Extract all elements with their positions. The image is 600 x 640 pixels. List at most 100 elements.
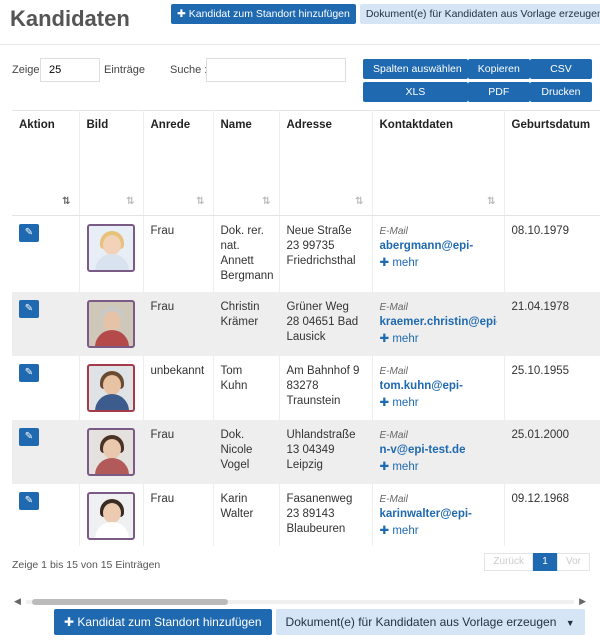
sort-icon: ⇅ (355, 196, 364, 207)
scroll-left-icon[interactable]: ◀ (14, 596, 21, 606)
image-cell (79, 420, 144, 484)
prev-page-button[interactable]: Zurück (484, 553, 533, 571)
column-header-name[interactable]: Name ⇅ (213, 110, 280, 216)
contact-cell: E-Mail n-v@epi-test.de ✚ mehr (372, 420, 505, 484)
bottom-actions: ✚ Kandidat zum Standort hinzufügen Dokum… (54, 609, 585, 635)
email-link[interactable]: karinwalter@epi-test.de (379, 508, 472, 520)
birthdate-cell: 25.10.1955 (504, 356, 600, 420)
pdf-button[interactable]: PDF (467, 82, 530, 102)
address-cell: Am Bahnhof 9 83278 Traunstein (279, 356, 373, 420)
csv-button[interactable]: CSV (529, 59, 592, 79)
page-1-button[interactable]: 1 (532, 553, 557, 571)
horizontal-scrollbar[interactable]: ◀ ▶ (14, 596, 586, 607)
edit-pencil-icon[interactable]: ✎ (19, 428, 39, 446)
birthdate-cell: 25.01.2000 (504, 420, 600, 484)
table-row: ✎ Frau Karin Walter Fasanenweg 23 89143 … (12, 484, 600, 546)
more-link[interactable]: ✚ mehr (379, 333, 419, 345)
scroll-thumb[interactable] (32, 599, 228, 605)
search-input[interactable] (206, 58, 346, 82)
image-cell (79, 215, 144, 292)
salutation-cell: unbekannt (143, 356, 214, 420)
salutation-cell: Frau (143, 484, 214, 546)
scroll-right-icon[interactable]: ▶ (579, 596, 586, 606)
generate-documents-dropdown-bottom[interactable]: Dokument(e) für Kandidaten aus Vorlage e… (275, 609, 585, 635)
edit-pencil-icon[interactable]: ✎ (19, 300, 39, 318)
salutation-cell: Frau (143, 292, 214, 356)
plus-icon: ✚ (64, 615, 75, 629)
action-cell: ✎ (12, 484, 80, 546)
address-cell: Neue Straße 23 99735 Friedrichsthal (279, 215, 373, 292)
header-divider (0, 44, 600, 45)
candidate-photo (86, 300, 135, 348)
table-body: ✎ Frau Dok. rer. nat. Annett Bergmann Ne… (12, 215, 600, 546)
image-cell (79, 356, 144, 420)
salutation-cell: Frau (143, 215, 214, 292)
plus-icon: ✚ (379, 333, 390, 345)
entries-label: Einträge (104, 64, 145, 76)
entries-per-page-input[interactable] (40, 58, 100, 82)
name-cell: Dok. rer. nat. Annett Bergmann (213, 215, 280, 292)
more-link[interactable]: ✚ mehr (379, 461, 419, 473)
table-row: ✎ unbekannt Tom Kuhn Am Bahnhof 9 83278 … (12, 356, 600, 420)
page-title: Kandidaten (10, 6, 130, 31)
print-button[interactable]: Drucken (529, 82, 592, 102)
email-link[interactable]: n-v@epi-test.de (379, 444, 466, 456)
column-header-action[interactable]: Aktion ⇅ (12, 110, 80, 216)
candidate-photo (86, 224, 135, 272)
action-cell: ✎ (12, 356, 80, 420)
edit-pencil-icon[interactable]: ✎ (19, 224, 39, 242)
search-label: Suche : (170, 64, 208, 76)
xls-button[interactable]: XLS (363, 82, 468, 102)
copy-button[interactable]: Kopieren (467, 59, 530, 79)
select-columns-button[interactable]: Spalten auswählen (363, 59, 468, 79)
contact-cell: E-Mail abergmann@epi-test.de ✚ mehr (372, 215, 505, 292)
table-row: ✎ Frau Christin Krämer Grüner Weg 28 046… (12, 292, 600, 356)
edit-pencil-icon[interactable]: ✎ (19, 492, 39, 510)
salutation-cell: Frau (143, 420, 214, 484)
top-actions: ✚ Kandidat zum Standort hinzufügen Dokum… (171, 4, 600, 24)
image-cell (79, 484, 144, 546)
email-link[interactable]: abergmann@epi-test.de (379, 240, 474, 252)
add-candidate-label: Kandidat zum Standort hinzufügen (77, 615, 262, 629)
plus-icon: ✚ (379, 397, 390, 409)
birthdate-cell: 08.10.1979 (504, 215, 600, 292)
contact-type-label: E-Mail (379, 302, 408, 313)
column-header-image[interactable]: Bild ⇅ (79, 110, 144, 216)
next-page-button[interactable]: Vor (556, 553, 590, 571)
email-link[interactable]: tom.kuhn@epi-test.de (379, 380, 463, 392)
action-cell: ✎ (12, 215, 80, 292)
contact-type-label: E-Mail (379, 226, 408, 237)
pagination: Zurück 1 Vor (484, 553, 590, 571)
scroll-track[interactable] (26, 600, 574, 604)
generate-documents-button-top[interactable]: Dokument(e) für Kandidaten aus Vorlage e… (359, 4, 600, 24)
export-buttons: Spalten auswählen Kopieren CSV XLS PDF D… (363, 59, 592, 102)
column-header-birthdate[interactable]: Geburtsdatum (504, 110, 600, 216)
email-link[interactable]: kraemer.christin@epi-test.de (379, 316, 497, 328)
address-cell: Grüner Weg 28 04651 Bad Lausick (279, 292, 373, 356)
generate-documents-label: Dokument(e) für Kandidaten aus Vorlage e… (285, 615, 557, 629)
edit-pencil-icon[interactable]: ✎ (19, 364, 39, 382)
birthdate-cell: 21.04.1978 (504, 292, 600, 356)
column-header-salutation[interactable]: Anrede ⇅ (143, 110, 214, 216)
candidate-photo (86, 428, 135, 476)
column-header-address[interactable]: Adresse ⇅ (279, 110, 373, 216)
table-header-row: Aktion ⇅ Bild ⇅ Anrede ⇅ Name ⇅ Adresse ⇅ Kon… (12, 110, 600, 216)
column-header-contact[interactable]: Kontaktdaten ⇅ (372, 110, 505, 216)
contact-cell: E-Mail karinwalter@epi-test.de ✚ mehr (372, 484, 505, 546)
caret-down-icon: ▼ (565, 618, 575, 628)
sort-asc-icon: ⇅ (62, 196, 71, 207)
show-label: Zeige (12, 64, 40, 76)
name-cell: Dok. Nicole Vogel (213, 420, 280, 484)
name-cell: Christin Krämer (213, 292, 280, 356)
more-link[interactable]: ✚ mehr (379, 525, 419, 537)
add-candidate-button-top[interactable]: ✚ Kandidat zum Standort hinzufügen (171, 4, 356, 24)
sort-icon: ⇅ (487, 196, 496, 207)
plus-icon: ✚ (379, 257, 390, 269)
sort-icon: ⇅ (196, 196, 205, 207)
more-link[interactable]: ✚ mehr (379, 257, 419, 269)
add-candidate-button-bottom[interactable]: ✚ Kandidat zum Standort hinzufügen (54, 609, 272, 635)
contact-type-label: E-Mail (379, 494, 408, 505)
more-link[interactable]: ✚ mehr (379, 397, 419, 409)
plus-icon: ✚ (177, 8, 186, 20)
candidates-table-container: Aktion ⇅ Bild ⇅ Anrede ⇅ Name ⇅ Adresse ⇅ Kon… (12, 110, 600, 546)
